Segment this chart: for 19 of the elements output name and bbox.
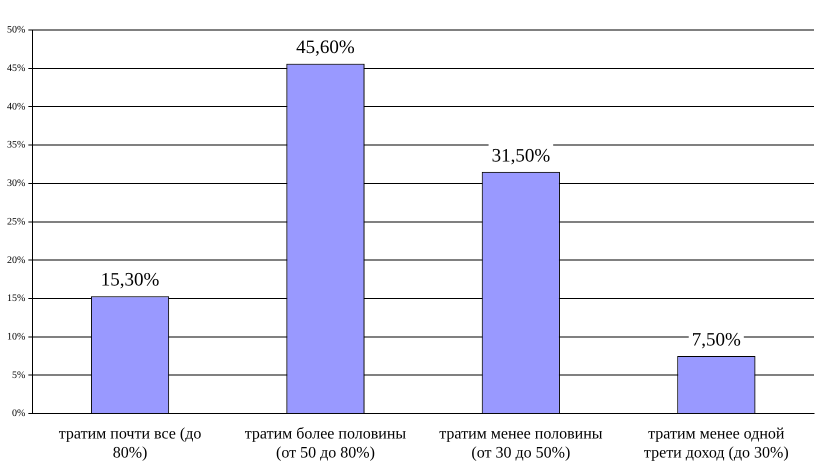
x-tick-label: тратим более половины (от 50 до 80%) (244, 425, 406, 462)
data-label: 45,60% (296, 37, 355, 58)
y-tick-label: 15% (6, 293, 26, 304)
y-tick-label: 40% (6, 101, 26, 112)
y-tick-label: 35% (6, 140, 26, 151)
y-tick-label: 0% (12, 408, 26, 420)
data-label: 15,30% (100, 270, 160, 291)
y-tick-label: 10% (6, 332, 26, 343)
y-tick-label: 30% (6, 178, 26, 190)
y-tick-label: 20% (6, 254, 26, 266)
y-tick-label: 5% (12, 370, 26, 381)
x-tick-label: тратим менее половины (от 30 до 50%) (439, 425, 603, 462)
y-tick-label: 50% (6, 24, 26, 36)
data-label: 31,50% (492, 145, 550, 166)
y-tick-label: 25% (6, 216, 26, 228)
y-tick-label: 45% (6, 62, 26, 74)
x-tick-label: тратим почти все (до 80%) (58, 425, 202, 462)
data-label: 7,50% (692, 330, 741, 351)
x-tick-label: тратим менее одной трети доход (до 30%) (644, 425, 789, 462)
